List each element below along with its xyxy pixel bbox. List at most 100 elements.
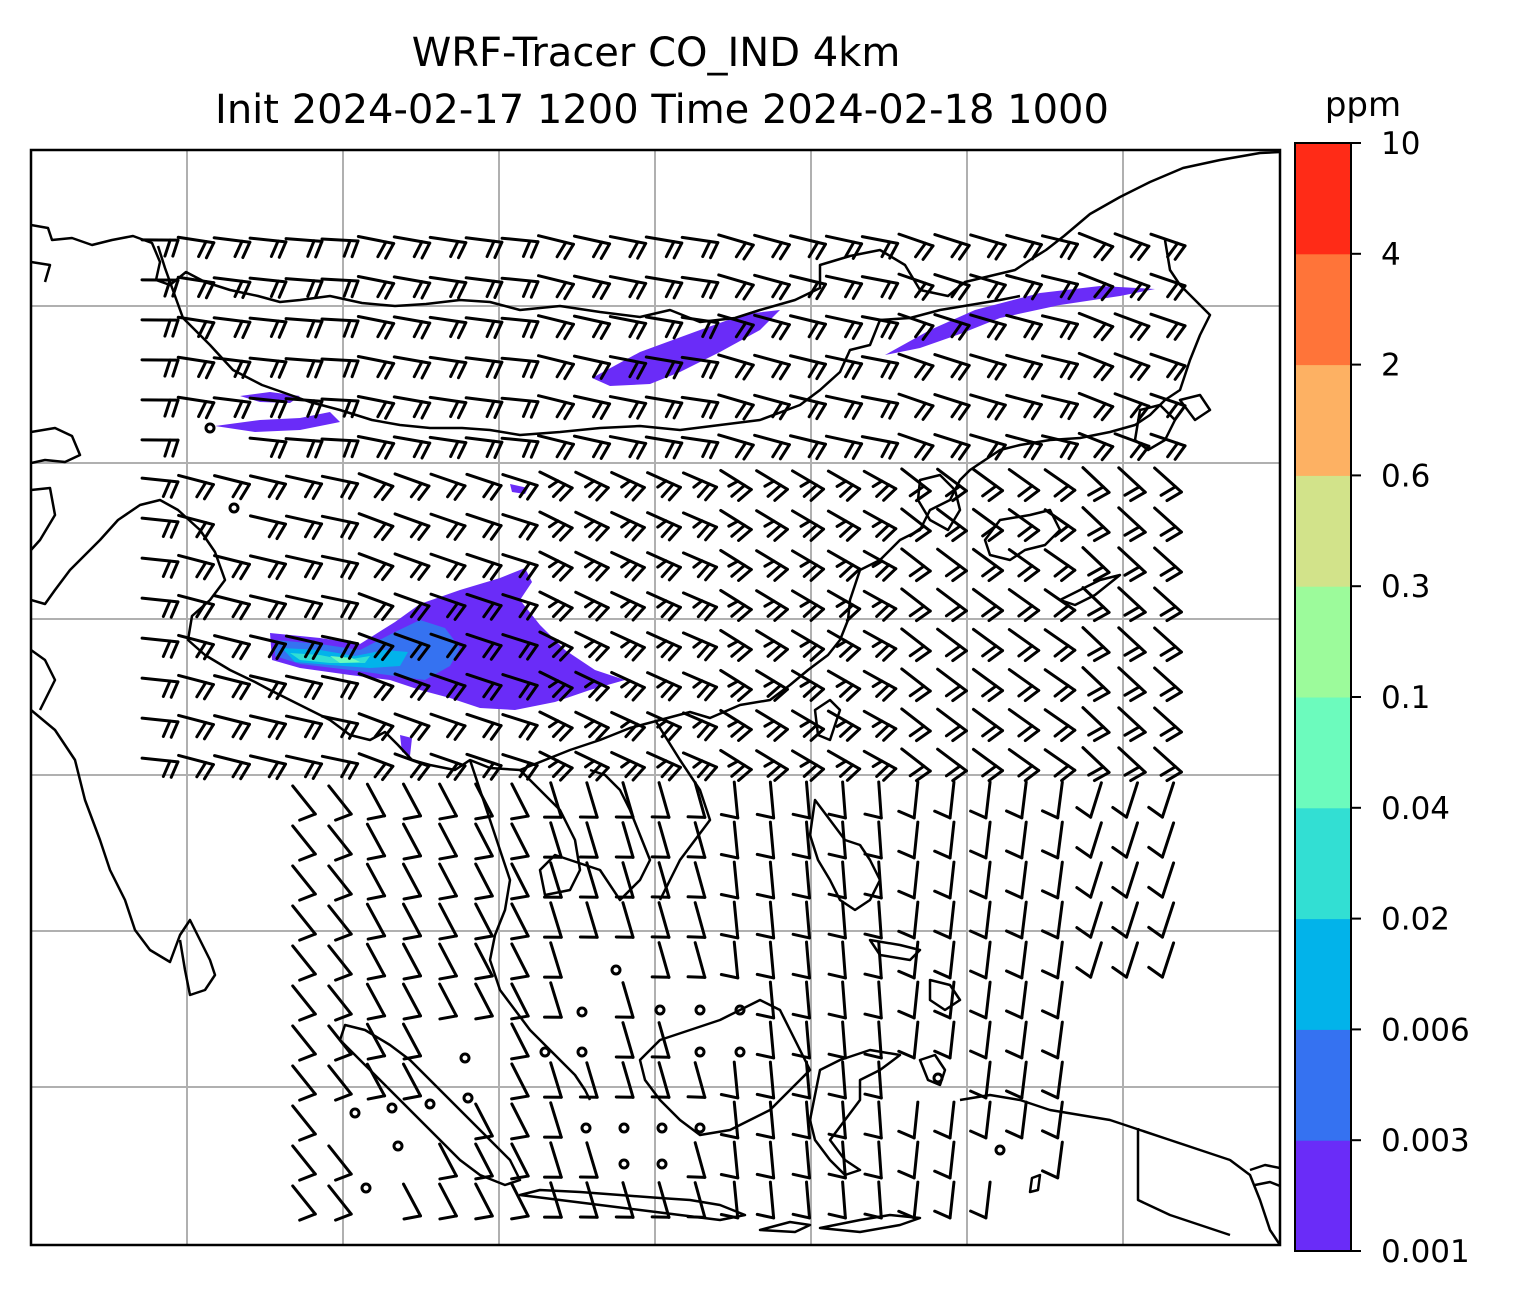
wind-barb-feather xyxy=(1129,361,1143,379)
wind-barb xyxy=(608,435,648,445)
wind-barb-feather xyxy=(799,759,812,768)
wind-barb xyxy=(841,980,847,1020)
wind-barb xyxy=(393,752,431,768)
wind-barb-feather xyxy=(766,683,783,698)
wind-barb xyxy=(1077,431,1115,449)
wind-barb-feather xyxy=(563,242,575,261)
wind-barb xyxy=(1056,900,1064,940)
wind-barb xyxy=(608,275,648,285)
wind-barb xyxy=(826,709,862,731)
wind-barb xyxy=(862,669,898,691)
wind-barb-feather xyxy=(584,479,596,489)
wind-barb-feather xyxy=(1129,490,1147,503)
wind-barb-feather xyxy=(620,479,632,489)
wind-barb-feather xyxy=(485,319,496,339)
wind-barb-feather xyxy=(827,892,847,900)
wind-barb xyxy=(693,941,707,979)
wind-barb-feather xyxy=(766,563,783,578)
wind-barb-feather xyxy=(1100,325,1115,342)
wind-barb xyxy=(753,433,791,447)
wind-barb xyxy=(291,984,317,1016)
wind-barb-feather xyxy=(381,644,395,662)
wind-barb-feather xyxy=(334,1092,353,1102)
wind-barb-feather xyxy=(845,487,862,502)
wind-barb-feather xyxy=(412,280,424,299)
wind-barb-feather xyxy=(704,645,719,662)
wind-barb-feather xyxy=(1030,243,1043,261)
wind-barb-calm xyxy=(459,1052,471,1064)
wind-barb xyxy=(984,1100,992,1140)
wind-barb-feather xyxy=(1092,730,1111,743)
wind-barb-feather xyxy=(584,759,596,769)
wind-barb-feather xyxy=(791,1052,812,1060)
wind-barb-feather xyxy=(871,679,884,688)
wind-barb-feather xyxy=(667,565,682,582)
wind-barb-feather xyxy=(314,399,324,419)
wind-barb xyxy=(510,942,530,978)
wind-barb xyxy=(549,781,563,819)
wind-barb-feather xyxy=(969,1209,988,1220)
wind-barb-feather xyxy=(340,680,352,699)
wind-barb-feather xyxy=(269,359,280,378)
wind-barb-feather xyxy=(897,1209,916,1220)
wind-barb-feather xyxy=(763,479,776,488)
wind-barb-feather xyxy=(863,892,883,900)
wind-barb xyxy=(248,514,288,526)
wind-barb-feather xyxy=(547,759,560,769)
wind-barb xyxy=(621,861,635,899)
wind-barb xyxy=(213,554,251,566)
wind-barb-feather xyxy=(1129,241,1143,259)
wind-barb-feather xyxy=(631,766,646,782)
wind-barb-feather xyxy=(799,679,812,688)
wind-barb-feather xyxy=(1147,925,1164,939)
wind-barb xyxy=(549,1101,563,1139)
wind-barb-feather xyxy=(373,602,387,619)
wind-barb-feather xyxy=(771,401,784,419)
wind-barb xyxy=(824,234,864,246)
wind-barb-feather xyxy=(347,562,360,580)
wind-barb xyxy=(1007,668,1041,692)
wind-barb-feather xyxy=(306,279,316,298)
wind-barb-feather xyxy=(420,241,432,260)
wind-barb-feather xyxy=(807,440,820,459)
wind-barb-feather xyxy=(620,519,632,529)
wind-barb-feather xyxy=(933,1209,952,1220)
wind-barb-feather xyxy=(1159,725,1177,737)
wind-barb-feather xyxy=(802,603,819,618)
wind-barb-feather xyxy=(766,643,783,658)
wind-barb xyxy=(284,754,324,766)
wind-barb xyxy=(1081,586,1111,614)
wind-barb-feather xyxy=(551,682,567,699)
wind-barb-feather xyxy=(489,524,503,541)
wind-barb xyxy=(753,313,791,327)
wind-barb-feather xyxy=(197,280,208,299)
wind-barb xyxy=(1077,271,1115,289)
wind-barb-feather xyxy=(314,239,324,259)
wind-barb-feather xyxy=(1087,765,1105,777)
wind-barb-feather xyxy=(366,854,387,861)
wind-barb xyxy=(538,750,574,770)
wind-barb-feather xyxy=(1087,565,1105,577)
wind-barb xyxy=(862,469,898,491)
wind-barb xyxy=(291,864,317,896)
wind-barb xyxy=(429,592,467,608)
wind-barb-feather xyxy=(563,402,575,421)
wind-barb xyxy=(755,629,789,651)
wind-barb-feather xyxy=(799,559,812,568)
wind-barb-feather xyxy=(944,644,962,658)
wind-barb xyxy=(585,901,599,939)
wind-barb-feather xyxy=(489,644,503,661)
wind-barb-feather xyxy=(485,279,496,299)
wind-barb xyxy=(177,713,215,727)
wind-barb-feather xyxy=(734,401,748,419)
wind-barb-feather xyxy=(809,727,826,742)
wind-barb-feather xyxy=(950,281,964,299)
wind-barb xyxy=(549,1181,563,1219)
wind-barb-feather xyxy=(672,321,684,340)
wind-barb-feather xyxy=(474,1014,494,1021)
wind-barb-feather xyxy=(809,567,826,582)
wind-barb-feather xyxy=(163,278,172,298)
wind-barb xyxy=(248,754,288,766)
colorbar-unit: ppm xyxy=(1325,85,1401,125)
